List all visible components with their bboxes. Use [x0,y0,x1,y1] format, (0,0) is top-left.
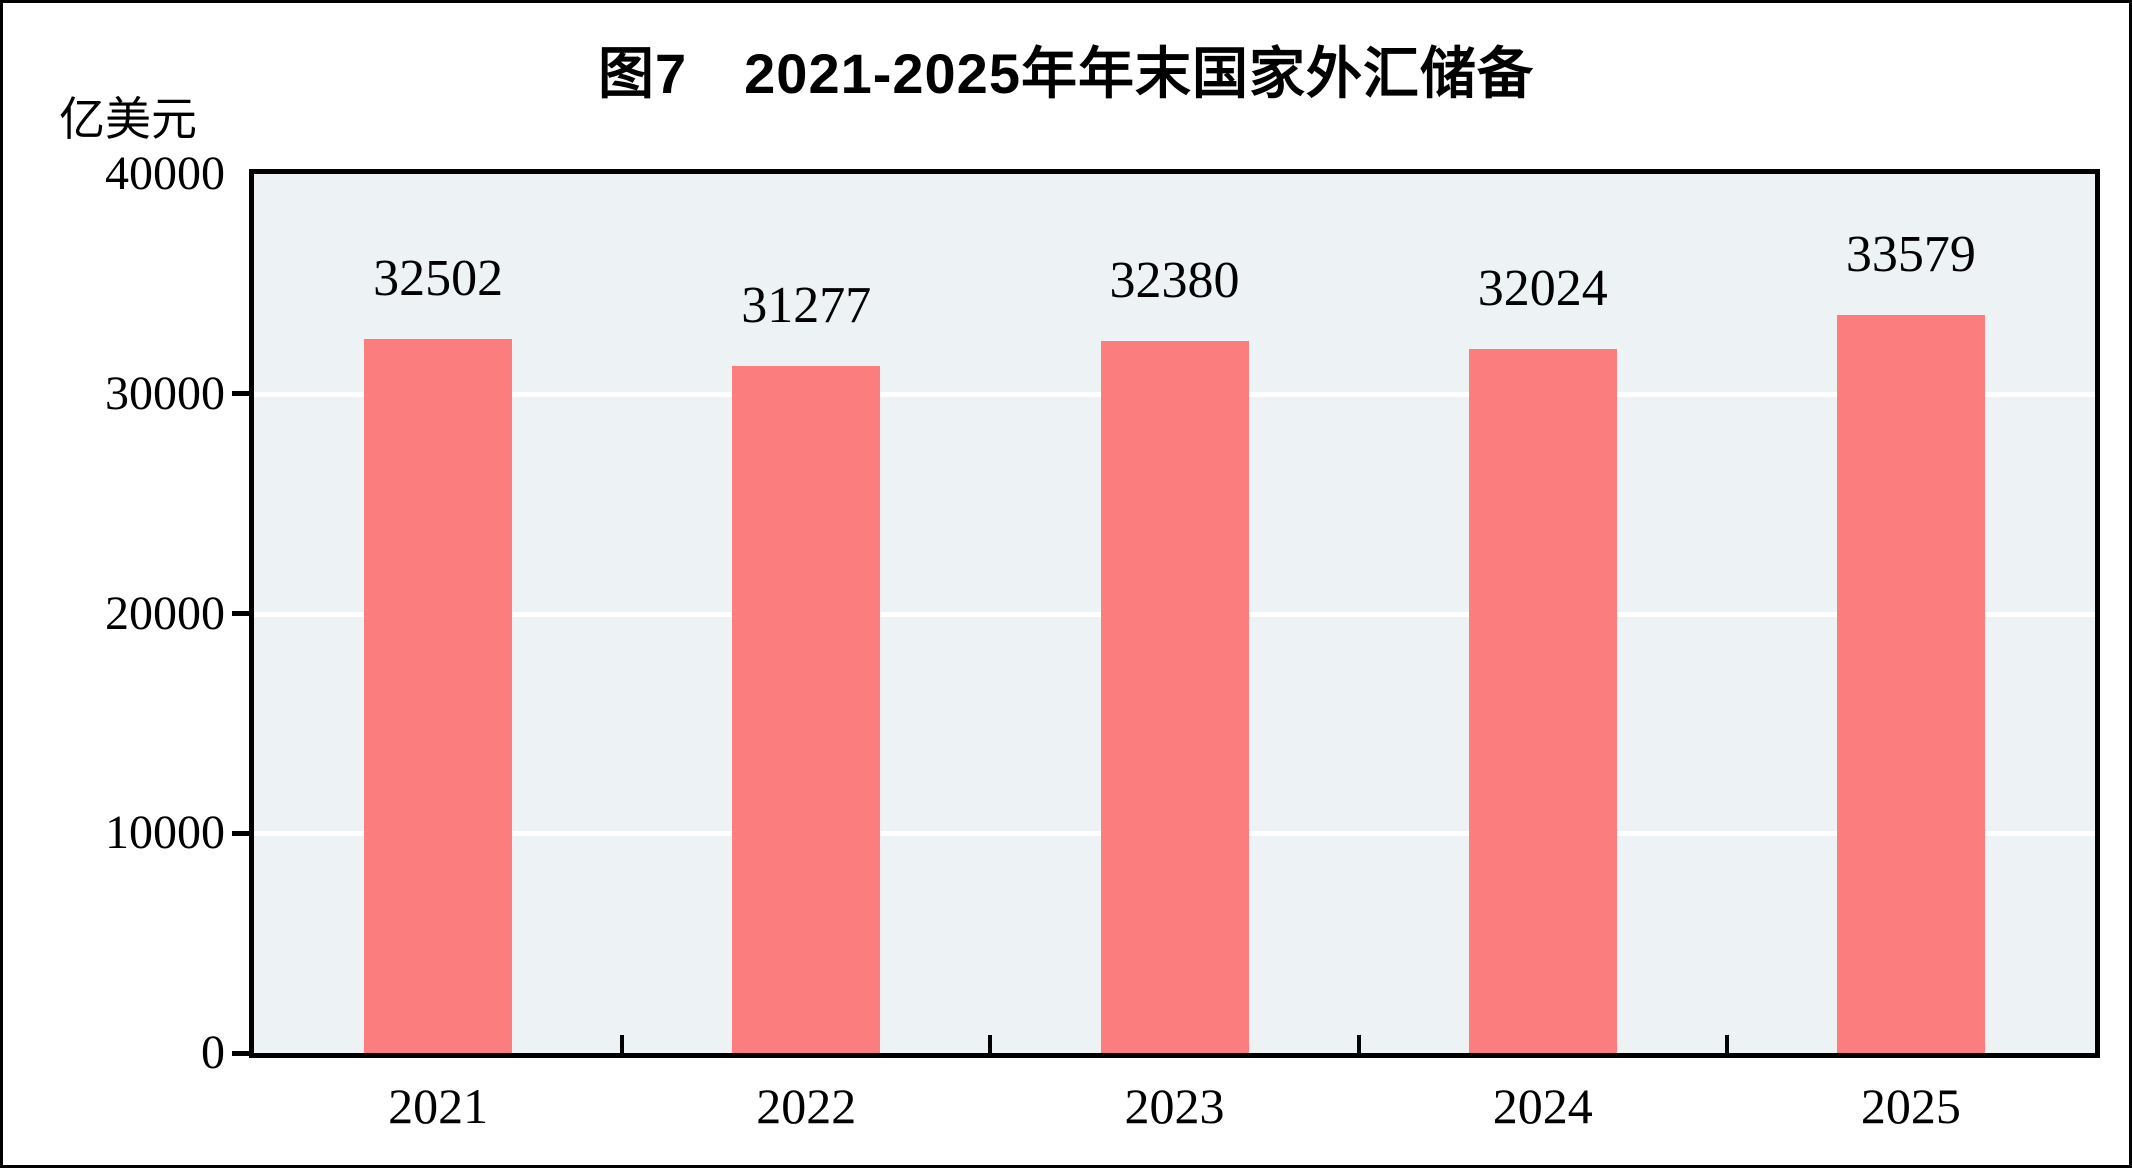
x-axis-category-label: 2023 [1124,1078,1225,1134]
y-axis-tick-mark [232,1050,249,1056]
bar-value-label: 32380 [1109,252,1240,310]
bar-2024 [1468,349,1617,1053]
y-axis-tick-label: 40000 [105,147,225,200]
y-axis-tick-label: 10000 [105,806,225,860]
x-axis-category-label: 2024 [1492,1078,1593,1134]
y-axis-tick-mark [232,611,249,616]
bar-2021 [364,338,513,1053]
plot-area: 32502 31277 32380 32024 33579 [249,169,2100,1058]
x-axis-category-label: 2021 [388,1078,489,1134]
x-axis-category-label: 2025 [1860,1078,1961,1134]
y-axis-tick-mark [232,391,249,397]
chart-title: 图7 2021-2025年年末国家外汇储备 [598,42,1534,105]
bar-value-label: 32024 [1477,260,1608,318]
x-axis-tick-mark [988,1035,993,1053]
x-axis-tick-mark [1724,1035,1729,1053]
y-axis-tick-label: 20000 [105,586,225,640]
y-axis-tick-label: 0 [201,1026,225,1079]
x-axis-category-label: 2022 [756,1078,857,1134]
y-axis-tick-mark [232,830,249,836]
bar-value-label: 33579 [1845,226,1976,284]
x-axis-tick-mark [1356,1035,1361,1053]
bar-value-label: 32502 [373,249,504,307]
y-axis-unit-label: 亿美元 [59,94,197,145]
bar-value-label: 31277 [741,276,872,334]
y-axis-tick-label: 30000 [105,366,225,420]
bar-2023 [1100,341,1249,1053]
x-axis-tick-mark [620,1035,625,1053]
bar-2022 [732,365,881,1053]
bar-2025 [1836,315,1985,1053]
